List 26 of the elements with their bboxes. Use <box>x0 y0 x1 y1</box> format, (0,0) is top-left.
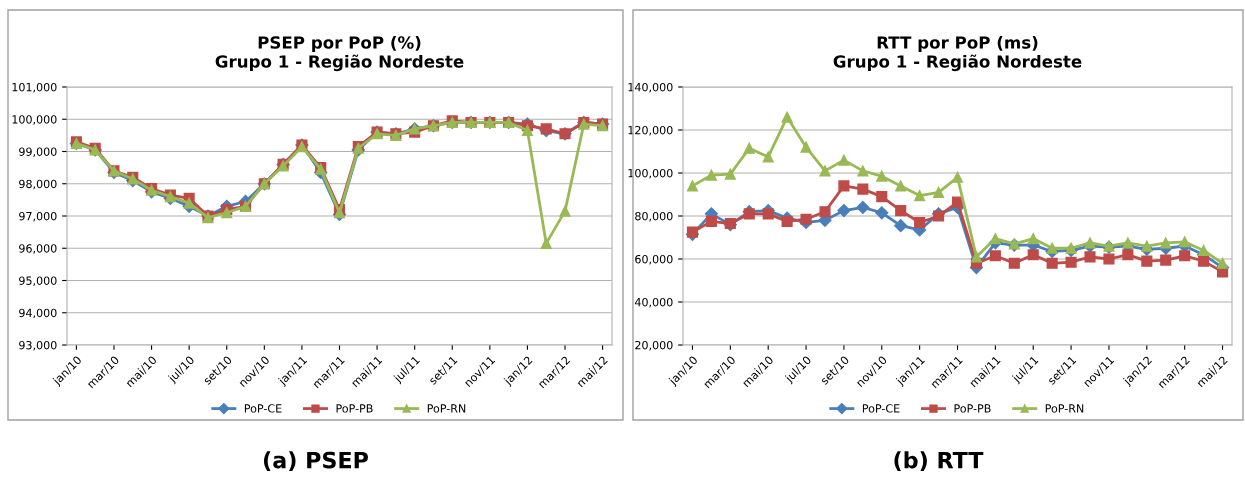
chart-title: RTT por PoP (ms) Grupo 1 - Região Nordeste <box>833 35 1082 72</box>
y-tick-label: 60,000 <box>635 254 673 265</box>
y-tick-label: 93,000 <box>19 340 57 351</box>
text: (a) PSEP <box>264 451 368 472</box>
y-tick-label: 96,000 <box>19 244 57 254</box>
y-tick-label: 95,000 <box>19 276 57 287</box>
y-tick-label: 100,000 <box>628 168 673 179</box>
y-tick-label: 99,000 <box>19 147 57 158</box>
legend-label: PoP-RN <box>427 404 466 413</box>
legend-label: PoP-CE <box>862 404 900 413</box>
y-tick-label: 101,000 <box>12 82 57 93</box>
text: (b) RTT <box>894 451 984 472</box>
y-tick-label: 100,000 <box>12 115 57 125</box>
y-tick-label: 98,000 <box>19 179 57 190</box>
y-tick-label: 140,000 <box>628 82 673 93</box>
y-tick-label: 20,000 <box>635 340 673 351</box>
legend-label: PoP-CE <box>244 404 282 413</box>
chart-title: PSEP por PoP (%) Grupo 1 - Região Nordeste <box>215 35 464 72</box>
legend-label: PoP-RN <box>1045 404 1084 413</box>
legend-label: PoP-PB <box>954 404 991 413</box>
y-tick-label: 40,000 <box>634 297 673 308</box>
legend-label: PoP-PB <box>336 404 373 413</box>
y-tick-label: 94,000 <box>19 308 57 319</box>
y-tick-label: 97,000 <box>19 211 57 222</box>
y-tick-label: 120,000 <box>628 125 673 136</box>
y-tick-label: 80,000 <box>635 211 673 222</box>
